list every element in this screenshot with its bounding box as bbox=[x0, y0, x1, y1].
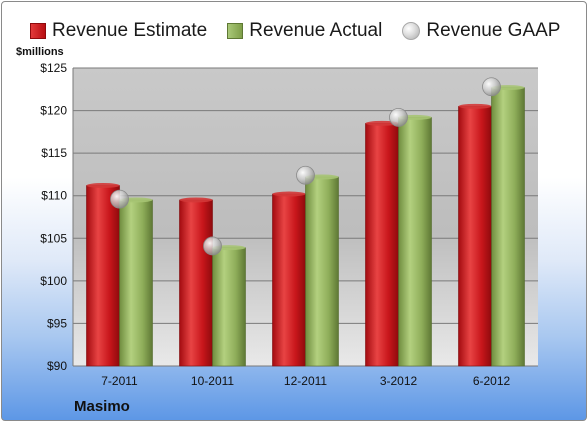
y-tick-label: $90 bbox=[47, 359, 67, 373]
legend-item-estimate: Revenue Estimate bbox=[30, 20, 207, 42]
bar-revenue-actual bbox=[398, 117, 432, 367]
x-tick-label: 3-2012 bbox=[380, 374, 418, 388]
y-tick-label: $125 bbox=[40, 61, 67, 75]
bar-cap-revenue-estimate bbox=[179, 197, 213, 203]
marker-revenue-gaap bbox=[482, 77, 501, 97]
bar-revenue-actual bbox=[491, 87, 525, 367]
legend-label-gaap: Revenue GAAP bbox=[426, 20, 561, 41]
y-tick-label: $100 bbox=[40, 274, 67, 288]
y-tick-label: $105 bbox=[40, 231, 67, 245]
legend: Revenue Estimate Revenue Actual Revenue … bbox=[30, 18, 560, 44]
x-tick-label: 7-2011 bbox=[101, 374, 138, 388]
y-tick-label: $115 bbox=[41, 146, 67, 160]
bar-revenue-estimate bbox=[86, 185, 120, 367]
bar-cap-revenue-estimate bbox=[458, 103, 492, 109]
x-axis-ticks: 7-2011 10-2011 12-2011 3-2012 6-2012 bbox=[101, 374, 510, 388]
legend-item-actual: Revenue Actual bbox=[227, 20, 382, 42]
legend-label-actual: Revenue Actual bbox=[249, 20, 383, 41]
x-tick-label: 10-2011 bbox=[191, 374, 234, 388]
gaap-markers-layer bbox=[110, 77, 501, 256]
marker-revenue-gaap bbox=[203, 236, 222, 256]
bar-revenue-actual bbox=[119, 199, 153, 367]
x-tick-label: 12-2011 bbox=[284, 374, 327, 388]
bar-cap-revenue-estimate bbox=[272, 191, 306, 197]
company-name: Masimo bbox=[74, 398, 130, 415]
y-tick-label: $110 bbox=[41, 189, 67, 203]
y-axis-ticks: $90 $95 $100 $105 $110 $115 $120 $125 bbox=[40, 61, 67, 373]
legend-item-gaap: Revenue GAAP bbox=[402, 20, 560, 42]
legend-swatch-gaap bbox=[402, 22, 421, 40]
legend-swatch-actual bbox=[227, 23, 244, 39]
bar-revenue-estimate bbox=[272, 193, 306, 367]
bar-revenue-estimate bbox=[179, 199, 213, 367]
bar-revenue-estimate bbox=[458, 106, 492, 367]
bar-cap-revenue-estimate bbox=[365, 120, 399, 126]
bar-revenue-actual bbox=[212, 247, 246, 367]
bar-revenue-actual bbox=[305, 176, 339, 367]
legend-swatch-estimate bbox=[30, 23, 46, 39]
marker-revenue-gaap bbox=[389, 107, 408, 127]
bar-cap-revenue-estimate bbox=[86, 182, 120, 188]
marker-revenue-gaap bbox=[296, 165, 315, 185]
marker-revenue-gaap bbox=[110, 189, 129, 209]
y-tick-label: $95 bbox=[47, 316, 67, 330]
y-tick-label: $120 bbox=[40, 104, 67, 118]
bars-layer bbox=[86, 85, 525, 367]
bar-revenue-estimate bbox=[365, 123, 399, 367]
legend-label-estimate: Revenue Estimate bbox=[52, 20, 208, 41]
x-tick-label: 6-2012 bbox=[473, 374, 511, 388]
y-axis-unit-label: $millions bbox=[16, 46, 64, 58]
